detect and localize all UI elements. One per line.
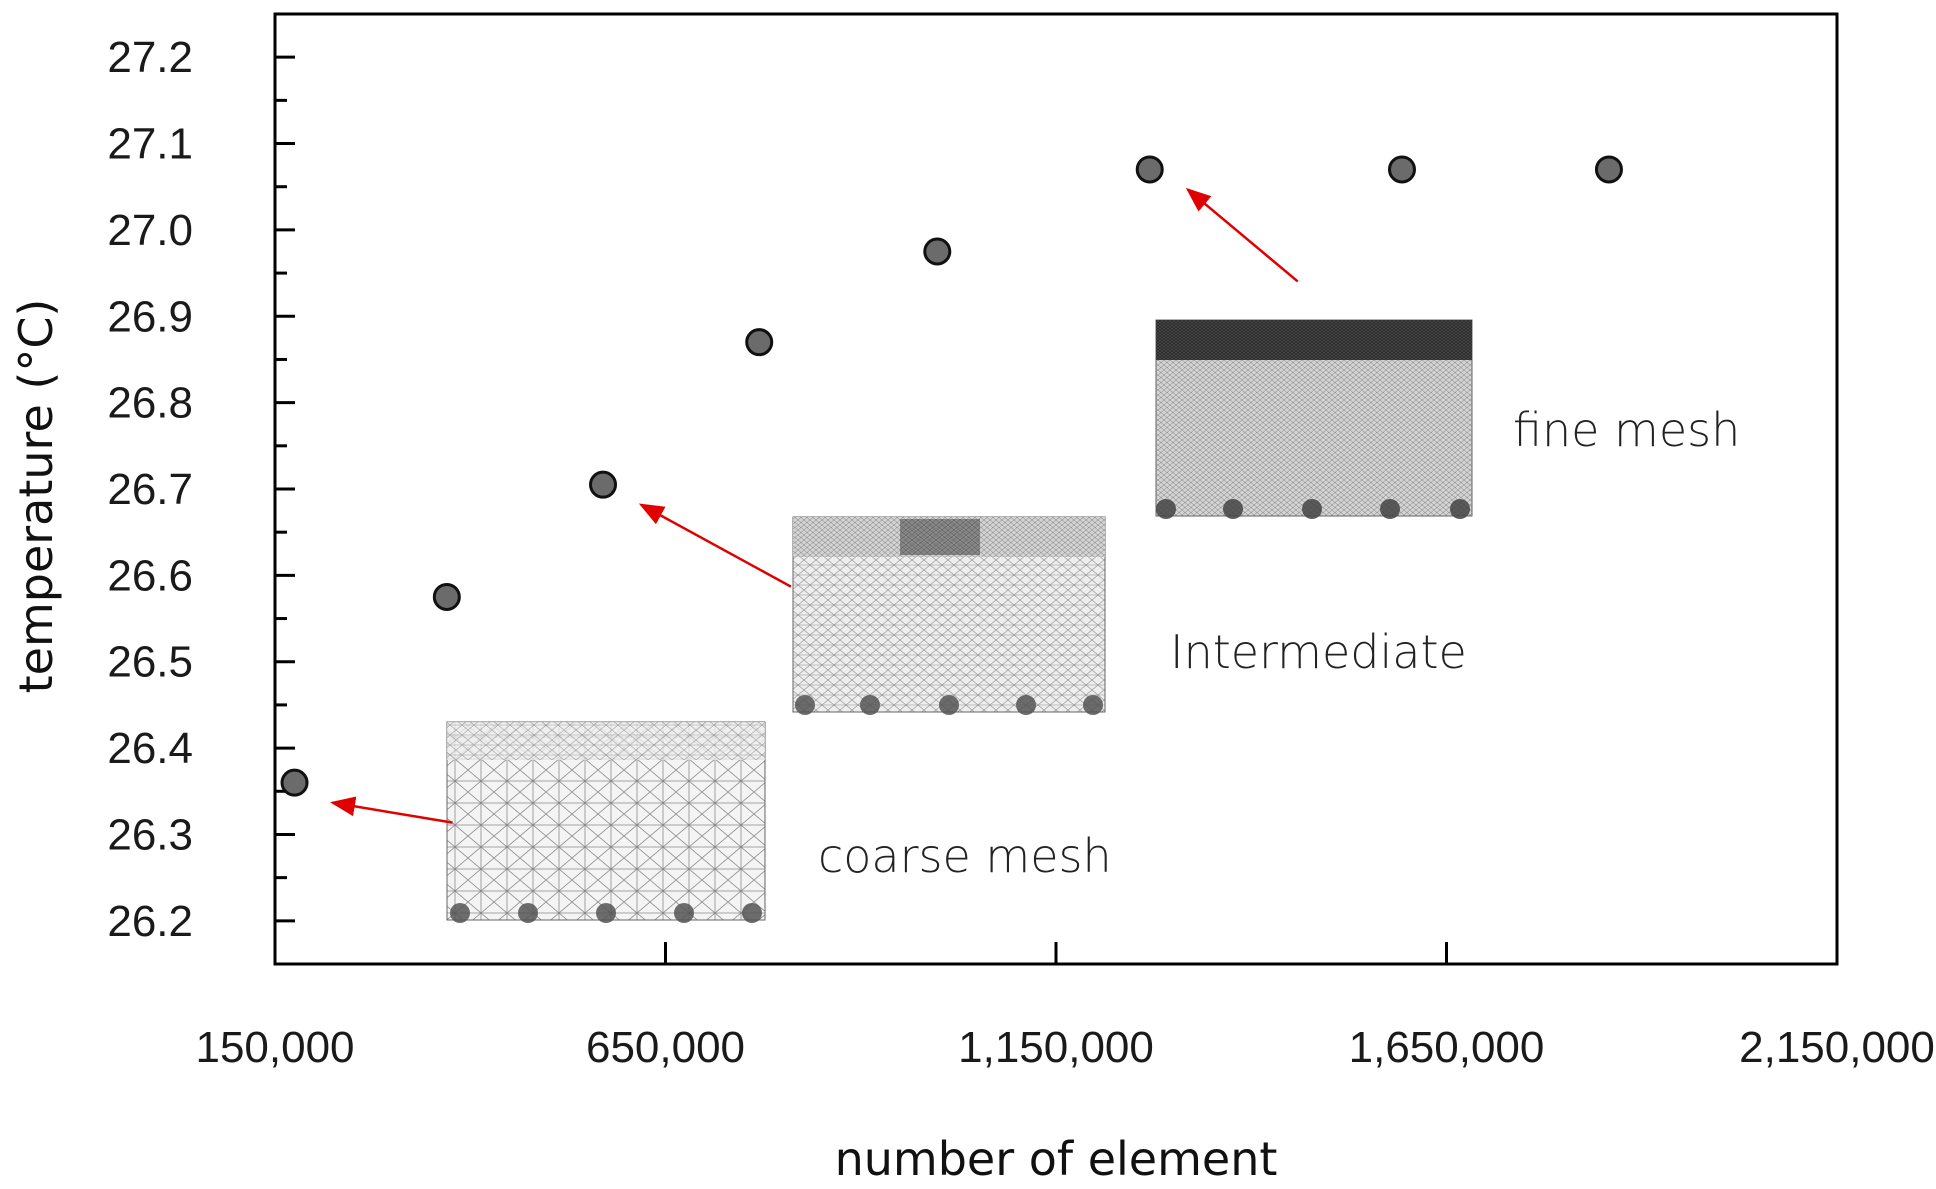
y-tick-label: 26.2 — [107, 897, 193, 946]
annotation-intermediate: Intermediate — [1170, 625, 1467, 679]
x-tick-label: 1,150,000 — [958, 1023, 1154, 1072]
fine-mesh-inset — [1155, 319, 1473, 519]
y-tick-labels: 26.2 26.3 26.4 26.5 26.6 26.7 26.8 26.9 27.0 27.1… — [107, 33, 193, 946]
x-tick-label: 150,000 — [195, 1023, 354, 1072]
coarse-mesh-inset — [446, 721, 766, 923]
data-point — [1387, 155, 1416, 184]
annotation-arrow — [638, 503, 792, 588]
y-tick-label: 27.1 — [107, 120, 193, 169]
y-tick-label: 26.5 — [107, 638, 193, 687]
annotation-arrow — [330, 796, 453, 824]
x-tick-label: 2,150,000 — [1739, 1023, 1935, 1072]
data-points — [280, 155, 1623, 797]
data-point — [1594, 155, 1623, 184]
annotation-coarse-mesh: coarse mesh — [818, 829, 1112, 883]
y-tick-label: 27.0 — [107, 206, 193, 255]
x-axis-title: number of element — [835, 1132, 1278, 1186]
y-tick-label: 26.8 — [107, 379, 193, 428]
x-tick-labels: 150,000 650,000 1,150,000 1,650,000 2,150,00… — [195, 1023, 1934, 1072]
data-point — [589, 470, 618, 499]
y-axis-title: temperature (°C) — [9, 299, 63, 694]
data-point — [1135, 155, 1164, 184]
y-tick-label: 26.7 — [107, 465, 193, 514]
data-point — [745, 328, 774, 357]
x-tick-label: 1,650,000 — [1349, 1023, 1545, 1072]
y-tick-label: 26.6 — [107, 551, 193, 600]
y-tick-label: 26.3 — [107, 810, 193, 859]
data-point — [280, 768, 309, 797]
intermediate-mesh-inset — [792, 516, 1106, 715]
x-tick-label: 650,000 — [586, 1023, 745, 1072]
data-point — [432, 582, 461, 611]
annotation-arrows — [330, 187, 1299, 824]
y-tick-label: 26.4 — [107, 724, 193, 773]
data-point — [923, 237, 952, 266]
annotation-fine-mesh: fine mesh — [1513, 403, 1740, 457]
y-tick-label: 27.2 — [107, 33, 193, 82]
x-axis-ticks — [273, 942, 1839, 964]
annotation-arrow — [1185, 187, 1299, 283]
y-tick-label: 26.9 — [107, 292, 193, 341]
